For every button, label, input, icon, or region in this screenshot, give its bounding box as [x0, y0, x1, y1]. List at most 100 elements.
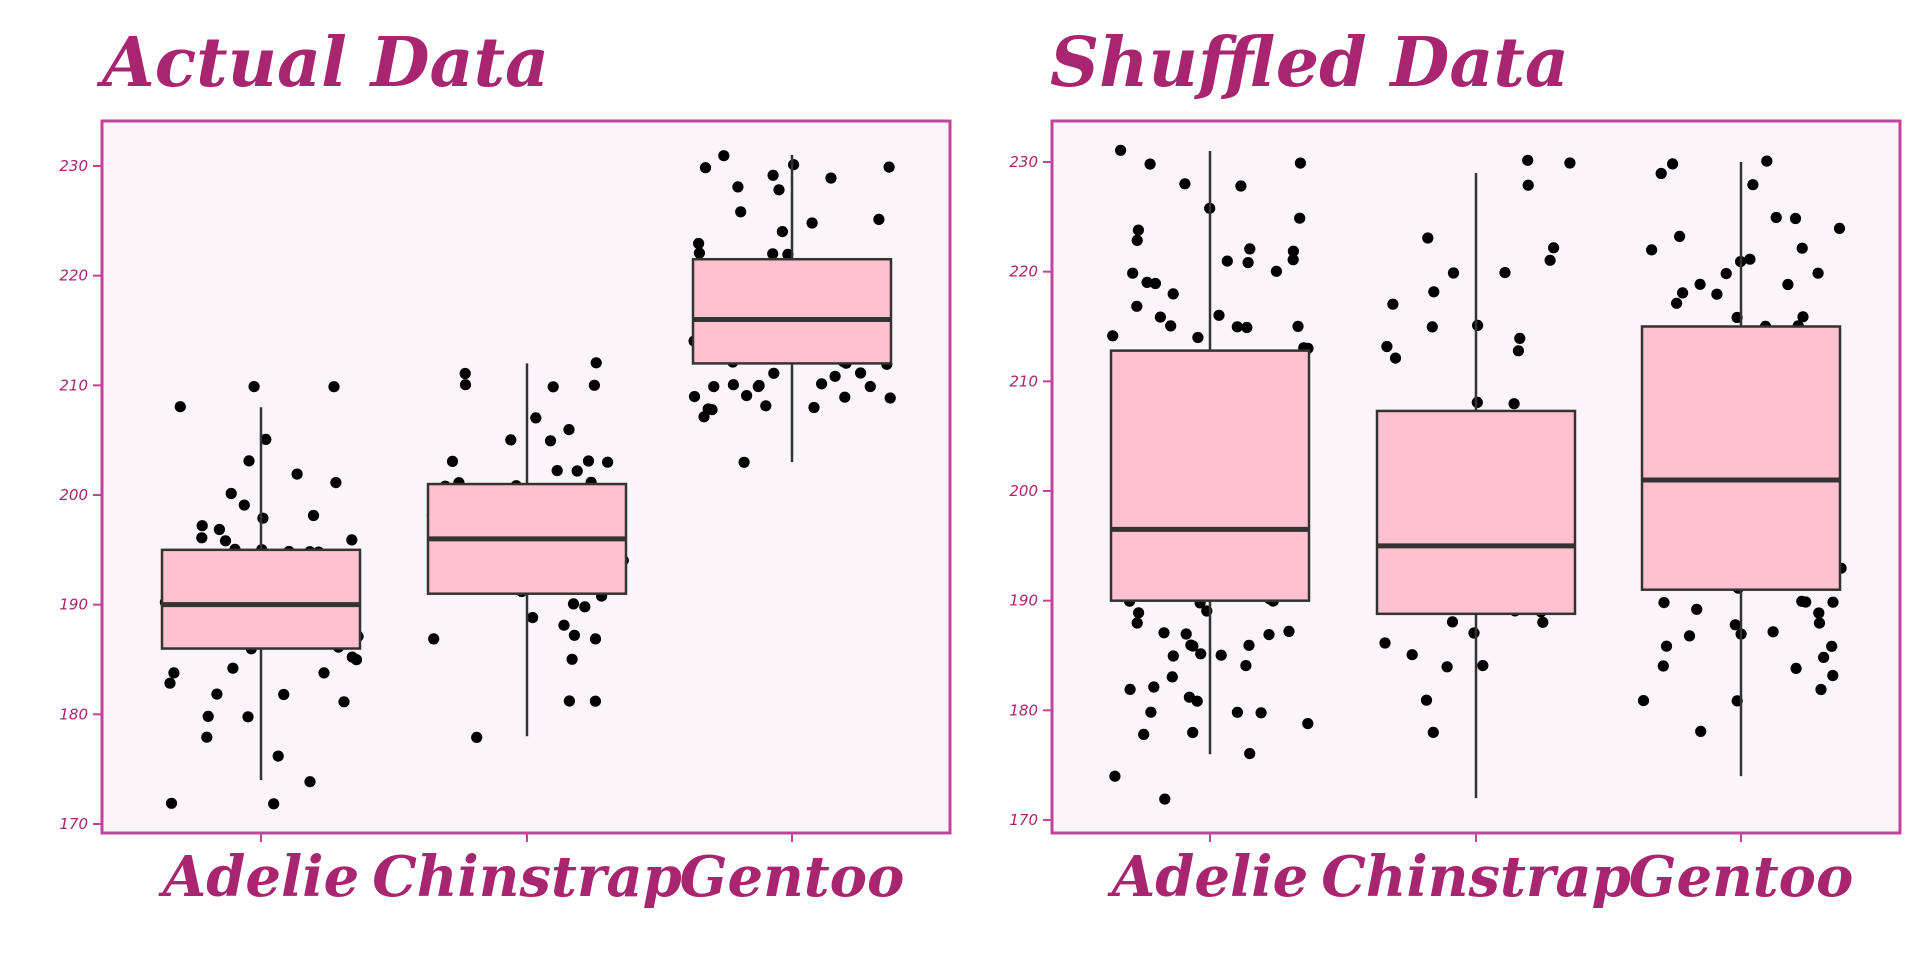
data-point — [1729, 619, 1741, 631]
data-point — [1244, 748, 1256, 760]
data-point — [1148, 681, 1160, 693]
data-point — [1294, 157, 1306, 169]
data-point — [213, 523, 225, 536]
data-point — [589, 695, 602, 707]
data-point — [1711, 288, 1723, 300]
data-point — [1812, 267, 1824, 279]
y-tick-label: 200 — [59, 486, 88, 504]
data-point — [816, 378, 828, 390]
data-point — [428, 633, 440, 645]
data-point — [1694, 278, 1706, 290]
data-point — [1695, 725, 1707, 738]
data-point — [567, 598, 580, 610]
data-point — [1637, 695, 1650, 707]
data-point — [1195, 648, 1207, 660]
data-point — [1243, 639, 1255, 651]
data-point — [1124, 683, 1136, 696]
data-point — [1720, 268, 1732, 280]
data-point — [202, 710, 214, 723]
data-point — [1544, 254, 1556, 266]
data-point — [1255, 707, 1267, 719]
data-point — [459, 379, 472, 391]
data-point — [268, 798, 280, 810]
data-point — [527, 612, 539, 624]
box-iqr — [160, 548, 362, 650]
y-tick-label: 190 — [1009, 592, 1038, 610]
data-point — [735, 206, 747, 218]
data-point — [1797, 311, 1809, 323]
category-labels: Adelie Chinstrap Gentoo — [158, 844, 905, 910]
data-point — [738, 456, 750, 468]
data-point — [1833, 222, 1846, 234]
data-point — [760, 400, 772, 412]
data-point — [873, 213, 885, 225]
data-point — [260, 433, 272, 445]
panel-actual-data: Actual Data 170 180 190 200 210 220 230 Adelie… — [59, 23, 952, 910]
category-labels: Adelie Chinstrap Gentoo — [1107, 844, 1854, 910]
data-point — [1446, 616, 1459, 628]
data-point — [708, 381, 720, 393]
data-point — [699, 162, 712, 174]
data-point — [338, 696, 350, 708]
data-point — [602, 456, 614, 468]
data-point — [1468, 627, 1480, 639]
data-point — [767, 248, 779, 260]
data-point — [1813, 617, 1826, 629]
data-point — [530, 412, 542, 424]
data-point — [579, 601, 591, 613]
data-point — [544, 435, 557, 447]
data-point — [168, 667, 180, 679]
data-point — [1240, 660, 1252, 672]
data-point — [1522, 154, 1534, 166]
data-point — [752, 380, 764, 393]
data-point — [571, 465, 583, 477]
data-point — [767, 169, 779, 181]
data-point — [165, 797, 178, 809]
data-point — [1815, 683, 1827, 696]
data-point — [1813, 607, 1825, 619]
data-point — [1387, 298, 1399, 310]
data-point — [1127, 267, 1139, 279]
y-tick-label: 220 — [1009, 263, 1038, 281]
data-point — [773, 184, 785, 196]
data-point — [1192, 331, 1204, 344]
data-point — [1302, 718, 1314, 730]
data-point — [1426, 321, 1438, 333]
data-point — [1782, 278, 1794, 291]
chart-title: Actual Data — [96, 23, 549, 103]
data-point — [806, 217, 818, 229]
data-point — [346, 534, 358, 546]
data-point — [1564, 157, 1576, 169]
data-point — [1287, 245, 1299, 257]
data-point — [174, 401, 186, 413]
data-point — [471, 731, 483, 744]
data-point — [505, 434, 517, 446]
data-point — [1646, 244, 1658, 256]
data-point — [1215, 649, 1227, 661]
data-point — [839, 391, 851, 403]
data-point — [1141, 276, 1153, 288]
data-point — [1149, 277, 1161, 290]
box-iqr — [1109, 349, 1311, 602]
data-point — [1790, 662, 1802, 675]
y-tick-label: 200 — [1009, 482, 1038, 500]
data-point — [211, 688, 223, 700]
data-point — [242, 711, 254, 723]
data-point — [1537, 616, 1549, 628]
data-point — [566, 653, 578, 665]
y-tick-label: 230 — [1009, 153, 1038, 171]
data-point — [196, 532, 208, 544]
data-point — [1827, 669, 1839, 682]
chart-marks: 170 180 190 200 210 220 230 — [59, 150, 896, 842]
data-point — [1770, 211, 1782, 224]
data-point — [568, 629, 581, 641]
data-point — [1767, 626, 1779, 638]
data-point — [1145, 706, 1157, 718]
data-point — [346, 651, 358, 663]
data-point — [1657, 660, 1669, 672]
data-point — [1166, 671, 1178, 683]
data-point — [1508, 398, 1520, 410]
data-point — [727, 379, 740, 391]
data-point — [776, 226, 789, 238]
